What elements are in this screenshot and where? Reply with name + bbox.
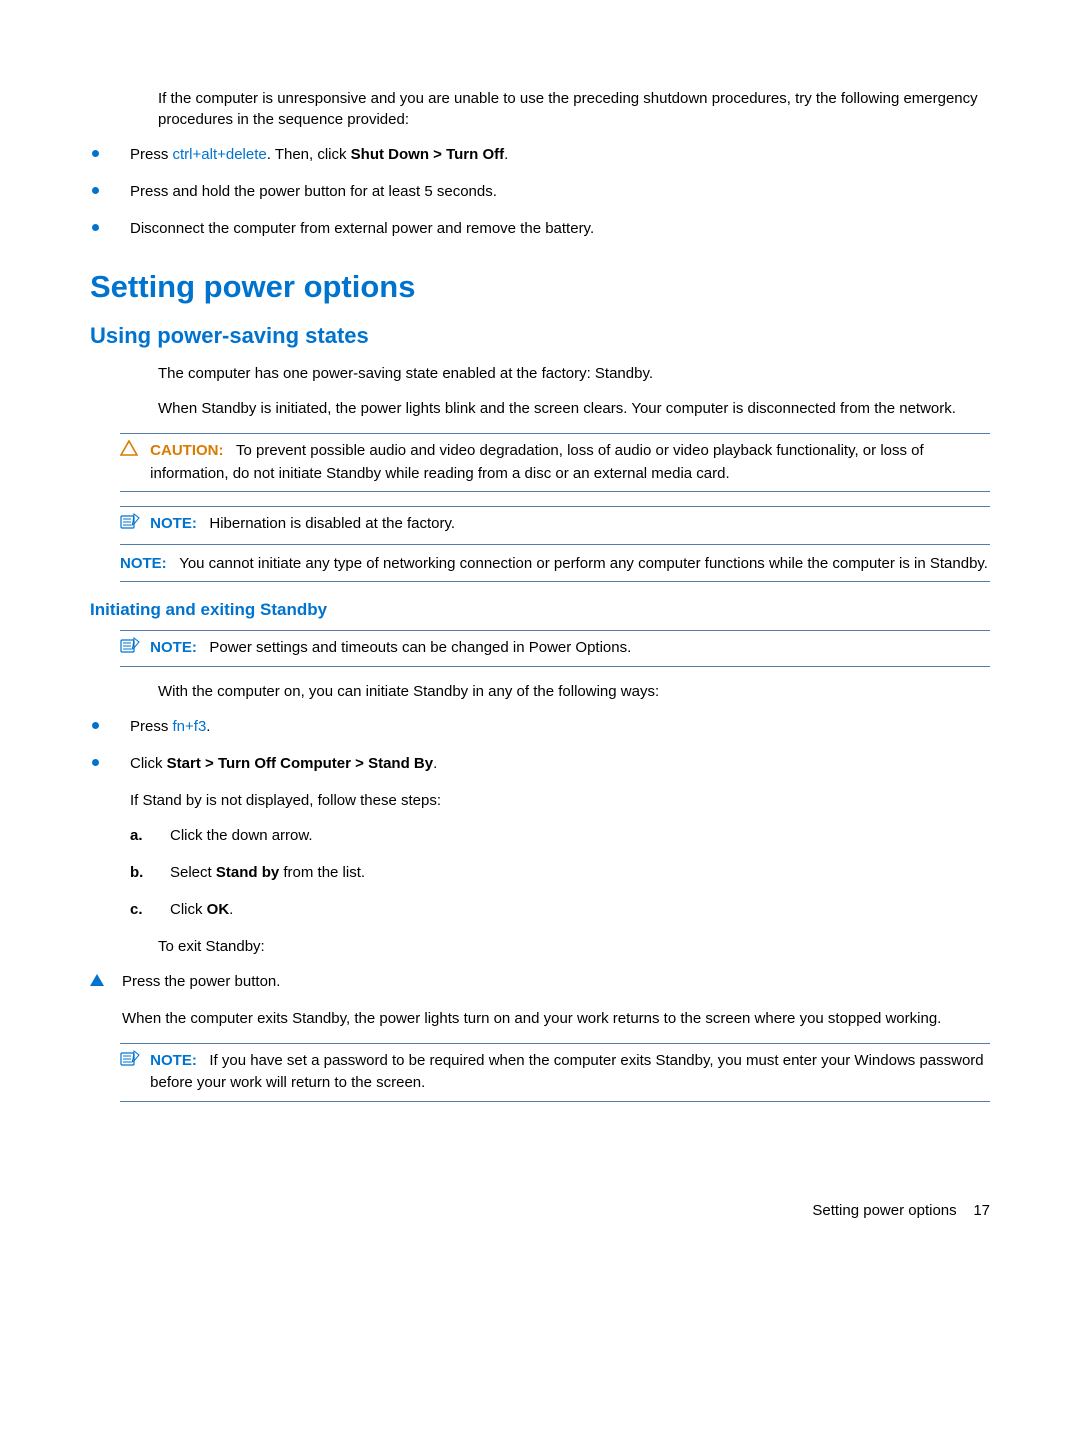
page-number: 17 — [973, 1202, 990, 1219]
list-item: Press and hold the power button for at l… — [90, 181, 990, 202]
list-item: Click Start > Turn Off Computer > Stand … — [90, 753, 990, 920]
kbd-shortcut: ctrl+alt+delete — [173, 146, 267, 163]
kbd-shortcut: fn+f3 — [173, 718, 207, 735]
sub-intro-text: If Stand by is not displayed, follow the… — [130, 790, 990, 811]
page-container: If the computer is unresponsive and you … — [0, 0, 1080, 1279]
note-callout: NOTE: If you have set a password to be r… — [120, 1043, 990, 1102]
note-icon — [120, 1050, 146, 1073]
lettered-steps: a. Click the down arrow. b. Select Stand… — [130, 825, 990, 920]
caution-callout: CAUTION: To prevent possible audio and v… — [120, 433, 990, 492]
note-body: NOTE: Power settings and timeouts can be… — [150, 637, 986, 660]
heading-using-power-saving-states: Using power-saving states — [90, 323, 990, 349]
bullet-text: Disconnect the computer from external po… — [130, 220, 594, 237]
bullet-text: Press fn+f3. — [130, 718, 210, 735]
note-body: NOTE: Hibernation is disabled at the fac… — [150, 513, 986, 536]
caution-body: CAUTION: To prevent possible audio and v… — [150, 440, 986, 485]
list-item: Disconnect the computer from external po… — [90, 218, 990, 239]
emergency-intro-text: If the computer is unresponsive and you … — [158, 88, 990, 130]
list-item: Press fn+f3. — [90, 716, 990, 737]
list-item: Press ctrl+alt+delete. Then, click Shut … — [90, 144, 990, 165]
note-body-2: NOTE: You cannot initiate any type of ne… — [120, 553, 990, 576]
bullet-text: Press and hold the power button for at l… — [130, 183, 497, 200]
step-item: a. Click the down arrow. — [130, 825, 990, 846]
caution-icon — [120, 440, 146, 463]
body-text: With the computer on, you can initiate S… — [158, 681, 990, 702]
step-item: b. Select Stand by from the list. — [130, 862, 990, 883]
step-text: Press the power button. When the compute… — [122, 971, 990, 1029]
note-icon — [120, 513, 146, 536]
body-text: When Standby is initiated, the power lig… — [158, 398, 990, 419]
note-callout: NOTE: Power settings and timeouts can be… — [120, 630, 990, 667]
footer-title: Setting power options — [812, 1202, 956, 1219]
bullet-icon — [92, 150, 99, 157]
step-item: c. Click OK. — [130, 899, 990, 920]
heading-setting-power-options: Setting power options — [90, 269, 990, 305]
bullet-icon — [92, 187, 99, 194]
bullet-icon — [92, 759, 99, 766]
note-callout: NOTE: Hibernation is disabled at the fac… — [120, 506, 990, 582]
callout-separator — [120, 544, 990, 545]
heading-initiating-exiting-standby: Initiating and exiting Standby — [90, 600, 990, 620]
page-footer: Setting power options 17 — [90, 1202, 990, 1219]
note-body: NOTE: If you have set a password to be r… — [150, 1050, 986, 1095]
triangle-step: Press the power button. When the compute… — [90, 971, 990, 1029]
standby-bullet-list: Press fn+f3. Click Start > Turn Off Comp… — [90, 716, 990, 920]
note-icon — [120, 637, 146, 660]
bullet-text: Press ctrl+alt+delete. Then, click Shut … — [130, 146, 508, 163]
emergency-bullet-list: Press ctrl+alt+delete. Then, click Shut … — [90, 144, 990, 239]
body-text: To exit Standby: — [158, 936, 990, 957]
body-text: The computer has one power-saving state … — [158, 363, 990, 384]
bullet-text: Click Start > Turn Off Computer > Stand … — [130, 755, 437, 772]
bullet-icon — [92, 722, 99, 729]
bullet-icon — [92, 224, 99, 231]
triangle-icon — [90, 974, 104, 992]
